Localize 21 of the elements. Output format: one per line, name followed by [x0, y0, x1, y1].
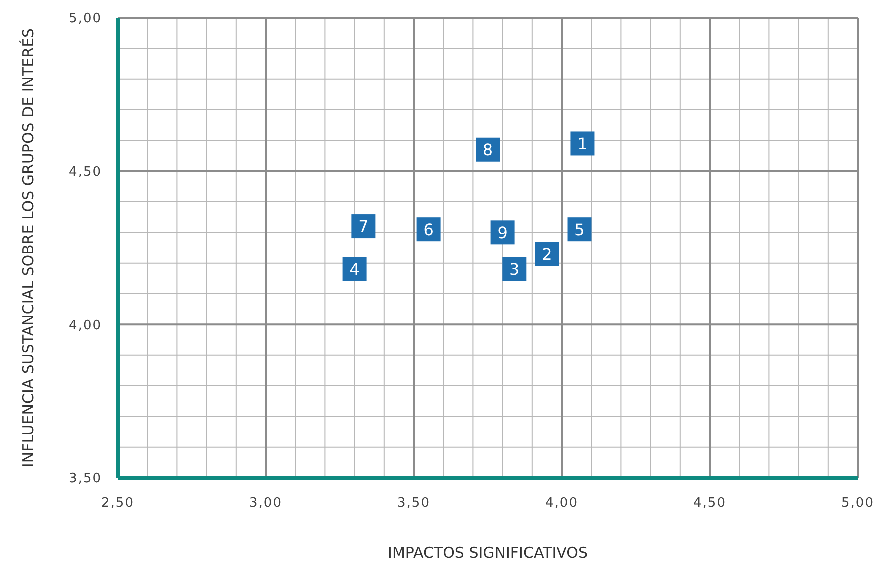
y-tick-label: 3,50 — [69, 472, 102, 487]
annotation: 2 — [542, 244, 552, 264]
x-tick-label: 2,50 — [102, 496, 134, 512]
x-tick-label: 4,50 — [694, 496, 726, 512]
annotation: 8 — [482, 140, 494, 160]
x-tick-label: 3,00 — [250, 496, 282, 512]
x-tick-label: 5,00 — [842, 496, 874, 512]
y-axis-title: INFLUENCIA SUSTANCIAL SOBRE LOS GRUPOS DE INTERÉS — [19, 28, 38, 468]
annotation: 3 — [510, 260, 520, 280]
annotation: 7 — [358, 217, 369, 236]
annotation: 1 — [578, 134, 588, 154]
annotation: 6 — [424, 220, 434, 240]
x-tick-label: 4,00 — [546, 496, 578, 512]
y-tick-label: 4,00 — [69, 318, 102, 334]
y-tick-label: 4,50 — [69, 164, 102, 180]
y-tick-label: 5,00 — [69, 12, 102, 27]
annotation: 4 — [350, 260, 360, 280]
annotation: 9 — [498, 223, 508, 242]
x-tick-label: 3,50 — [398, 496, 430, 512]
annotation: 5 — [574, 220, 585, 240]
x-axis-title: IMPACTOS SIGNIFICATIVOS — [388, 544, 588, 562]
